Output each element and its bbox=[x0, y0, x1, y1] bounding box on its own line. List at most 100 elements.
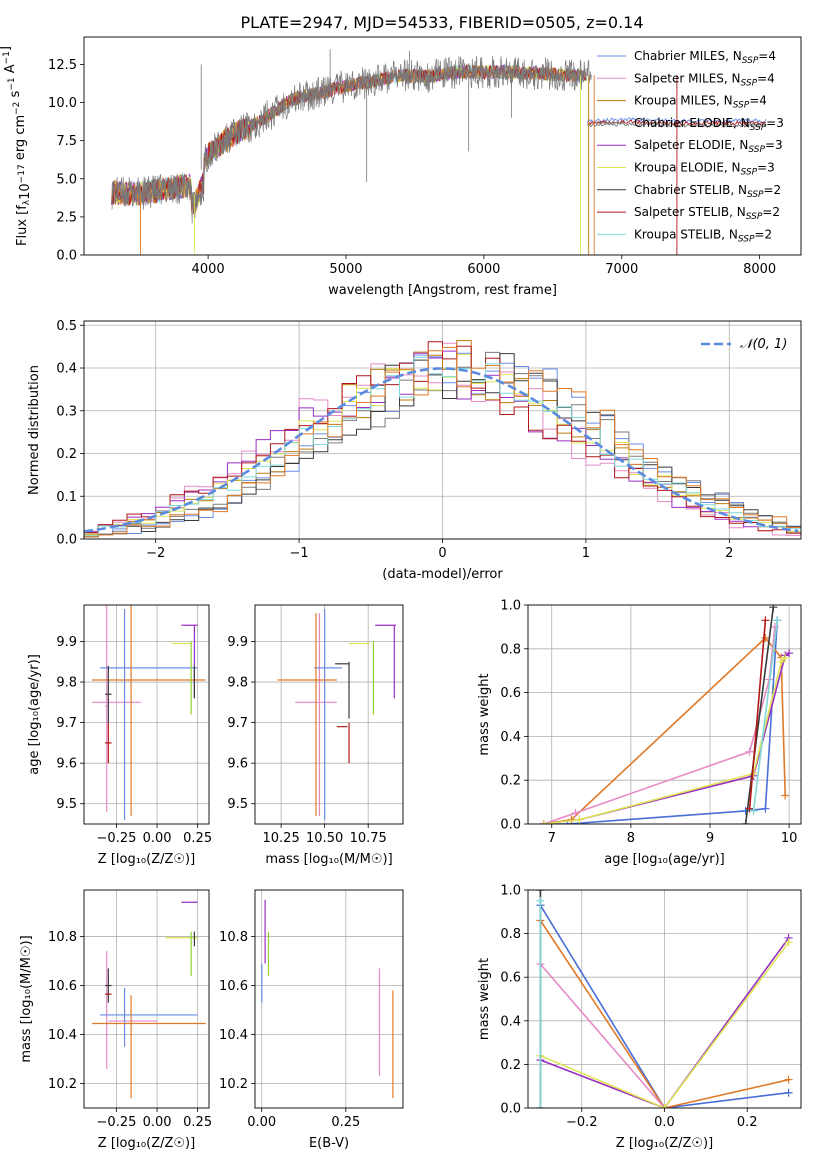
y-tick-label: 0.6 bbox=[500, 686, 521, 701]
legend-entry: Kroupa MILES, NSSP=4 bbox=[634, 94, 767, 111]
grid-lines bbox=[84, 890, 209, 1108]
panel-age-vs-Z: −0.25 0.00 0.25 9.5 9.6 9.7 9.8 9.9 Z [log₁₀(Z/Z… bbox=[27, 604, 212, 867]
x-tick-label: 10.50 bbox=[306, 831, 343, 846]
panel-weight-vs-age: 7 8 9 10 0.0 0.2 0.4 0.6 0.8 1.0 age [log₁₀(age/yr… bbox=[477, 599, 802, 867]
grid-lines bbox=[84, 605, 209, 824]
panel-mass-vs-ebv: 0.00 0.25 10.2 10.4 10.6 10.8 E(B-V) bbox=[219, 889, 404, 1151]
x-axis-label: Z [log₁₀(Z/Z☉)] bbox=[616, 1136, 713, 1151]
figure-title: PLATE=2947, MJD=54533, FIBERID=0505, z=0… bbox=[240, 13, 643, 32]
x-tick-label: 0.00 bbox=[143, 1115, 172, 1130]
errorbar-point bbox=[105, 665, 112, 723]
x-tick-label: 7000 bbox=[605, 262, 638, 277]
y-tick-label: 9.8 bbox=[56, 676, 77, 691]
x-tick-label: −1 bbox=[290, 546, 309, 561]
y-tick-label: 0.8 bbox=[500, 927, 521, 942]
y-tick-label: 0.4 bbox=[56, 362, 77, 377]
x-tick-label: 6000 bbox=[467, 262, 500, 277]
x-tick-label: 8 bbox=[627, 831, 635, 846]
y-axis-label: Flux [fλ10−17 erg cm−2 s−1 A−1] bbox=[0, 46, 33, 246]
weight-line bbox=[540, 941, 790, 1108]
legend-entry: Chabrier ELODIE, NSSP=3 bbox=[634, 116, 784, 133]
x-tick-label: 0.00 bbox=[143, 831, 172, 846]
x-tick-label: 0.25 bbox=[331, 1115, 360, 1130]
y-tick-label: 10.8 bbox=[48, 930, 77, 945]
x-tick-label: −0.25 bbox=[97, 1115, 137, 1130]
legend-entry: Chabrier MILES, NSSP=4 bbox=[634, 49, 776, 66]
x-tick-label: 0.0 bbox=[654, 1115, 675, 1130]
weight-series bbox=[539, 622, 779, 824]
y-tick-label: 10.8 bbox=[219, 930, 248, 945]
legend: Chabrier MILES, NSSP=4 Salpeter MILES, NS… bbox=[597, 49, 784, 244]
weight-line bbox=[748, 620, 767, 809]
y-axis-label: mass weight bbox=[477, 958, 492, 1040]
x-axis-label: E(B-V) bbox=[309, 1136, 349, 1151]
y-tick-label: 9.6 bbox=[56, 757, 77, 772]
y-tick-label: 0.2 bbox=[500, 774, 521, 789]
plot-area bbox=[111, 49, 767, 255]
weight-marker bbox=[761, 804, 770, 813]
y-tick-label: 10.6 bbox=[219, 979, 248, 994]
y-tick-label: 10.2 bbox=[48, 1077, 77, 1092]
plot-area bbox=[92, 901, 206, 1099]
y-tick-label: 10.0 bbox=[48, 96, 77, 111]
grid-lines bbox=[528, 889, 801, 1109]
y-tick-label: 9.5 bbox=[56, 797, 77, 812]
x-tick-label: 2 bbox=[725, 546, 733, 561]
y-tick-label: 1.0 bbox=[500, 884, 521, 899]
panel-spectrum: 4000 5000 6000 7000 8000 0.0 2.5 5.0 7.5 10.0 12.5… bbox=[0, 36, 802, 298]
y-tick-label: 10.6 bbox=[48, 979, 77, 994]
y-axis-label: age [log₁₀(age/yr)] bbox=[27, 654, 42, 775]
x-axis-label: age [log₁₀(age/yr)] bbox=[604, 852, 725, 867]
x-tick-label: 10 bbox=[781, 831, 798, 846]
weight-line bbox=[539, 963, 666, 1108]
errorbar-point bbox=[105, 968, 112, 1003]
plot-area bbox=[536, 890, 793, 1108]
y-tick-label: 2.5 bbox=[56, 210, 77, 225]
x-axis-label: Z [log₁₀(Z/Z☉)] bbox=[98, 852, 195, 867]
x-axis-label: (data-model)/error bbox=[382, 567, 503, 582]
weight-series bbox=[539, 653, 790, 824]
y-tick-label: 9.6 bbox=[227, 757, 248, 772]
y-tick-label: 0.2 bbox=[56, 447, 77, 462]
grid-lines bbox=[255, 605, 403, 824]
y-tick-label: 0.0 bbox=[500, 818, 521, 833]
weight-marker bbox=[749, 806, 758, 815]
panel-age-vs-mass: 10.25 10.50 10.75 9.5 9.6 9.7 9.8 9.9 mass [log₁… bbox=[227, 604, 404, 867]
weight-marker bbox=[769, 605, 778, 612]
y-tick-label: 10.4 bbox=[48, 1028, 77, 1043]
legend-entry: Chabrier STELIB, NSSP=2 bbox=[634, 183, 781, 200]
legend: 𝒩(0, 1) bbox=[701, 337, 787, 352]
weight-line bbox=[543, 620, 779, 824]
x-tick-label: 4000 bbox=[192, 262, 225, 277]
y-tick-label: 7.5 bbox=[56, 134, 77, 149]
x-tick-label: 8000 bbox=[743, 262, 776, 277]
y-tick-label: 0.1 bbox=[56, 490, 77, 505]
axes-frame bbox=[527, 889, 802, 1109]
axes-frame bbox=[254, 604, 404, 825]
weight-series bbox=[749, 616, 782, 815]
weight-marker bbox=[539, 820, 548, 824]
y-tick-label: 0.6 bbox=[500, 971, 521, 986]
normal-curve bbox=[84, 367, 799, 533]
weight-marker bbox=[785, 649, 794, 658]
weight-line bbox=[752, 620, 779, 811]
weight-line bbox=[540, 937, 790, 1108]
x-tick-label: 1 bbox=[582, 546, 590, 561]
y-tick-label: 5.0 bbox=[56, 172, 77, 187]
y-tick-label: 9.7 bbox=[227, 716, 248, 731]
weight-marker bbox=[536, 890, 545, 894]
panel-weight-vs-Z: −0.2 0.0 0.2 0.0 0.2 0.4 0.6 0.8 1.0 Z [log₁₀(Z/Z… bbox=[477, 884, 802, 1151]
y-tick-label: 10.2 bbox=[219, 1077, 248, 1092]
x-tick-label: 5000 bbox=[329, 262, 362, 277]
x-tick-label: −0.2 bbox=[566, 1115, 598, 1130]
weight-marker bbox=[781, 653, 790, 662]
weight-marker bbox=[784, 1088, 793, 1097]
axes-frame bbox=[83, 604, 210, 825]
histogram-series bbox=[84, 341, 801, 539]
weight-series bbox=[536, 960, 669, 1108]
x-tick-label: 0 bbox=[438, 546, 446, 561]
weight-marker bbox=[536, 1104, 545, 1108]
x-axis-label: Z [log₁₀(Z/Z☉)] bbox=[98, 1136, 195, 1151]
y-tick-label: 9.9 bbox=[227, 635, 248, 650]
weight-marker bbox=[777, 657, 786, 666]
